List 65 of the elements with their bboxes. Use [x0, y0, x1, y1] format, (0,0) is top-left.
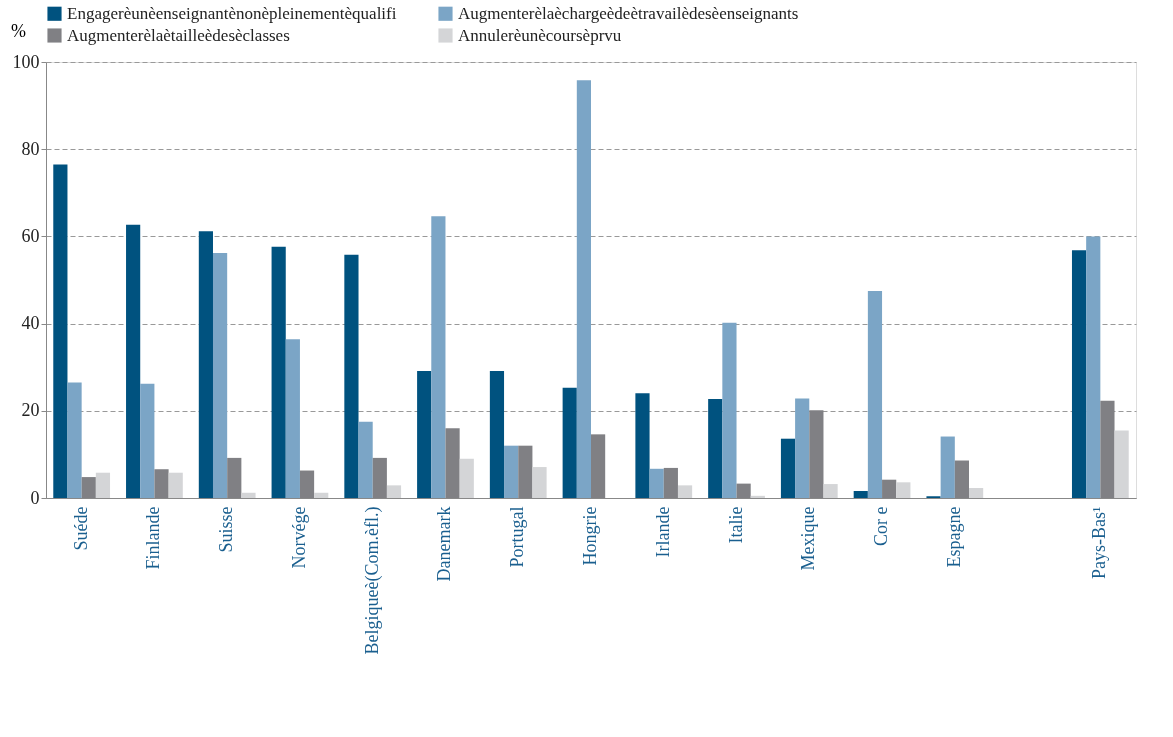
bar [198, 231, 213, 498]
bar [708, 399, 723, 498]
bar [780, 438, 796, 498]
x-tick-label: Pays-Bas¹ [1089, 506, 1110, 579]
bar [867, 290, 883, 498]
bar [750, 495, 765, 498]
bar [168, 472, 183, 498]
x-tick-label: Cor e [871, 506, 892, 546]
x-tick-label: Italie [725, 506, 746, 544]
x-tick-label: Irlande [652, 506, 673, 558]
bar [53, 164, 68, 498]
bar [823, 484, 838, 498]
bar [212, 252, 228, 498]
bar [532, 467, 547, 498]
bar [940, 436, 955, 498]
bar [649, 468, 664, 498]
legend-label: Augmenterèlaètailleèdesèclasses [67, 25, 290, 45]
bar [969, 487, 984, 498]
y-tick-label: 40 [21, 313, 40, 334]
x-tick-label: Portugal [507, 506, 528, 568]
bar [677, 485, 693, 498]
bar [489, 371, 505, 498]
y-tick-label: 100 [12, 51, 40, 72]
bar [417, 371, 432, 498]
bar [344, 254, 359, 498]
x-tick-label: Belgiqueè(Com.èfl.) [361, 506, 383, 655]
x-tick-label: Danemark [434, 506, 455, 582]
x-tick-label: Espagne [943, 506, 964, 568]
bar [126, 224, 141, 498]
bar [67, 382, 82, 498]
bar [1071, 250, 1087, 498]
x-tick-label: Hongrie [580, 506, 600, 566]
bar [314, 492, 329, 498]
bar [635, 393, 650, 498]
bar [504, 445, 519, 498]
y-tick-label: 20 [21, 400, 40, 421]
legend-label: Augmenterèlaèchargeèdeètravailèdesèenseignants [458, 3, 799, 23]
bar [285, 339, 300, 498]
bar [722, 322, 737, 498]
x-tick-label: Suéde [70, 506, 91, 551]
bar [562, 387, 577, 498]
bar [576, 80, 591, 498]
y-tick-label: 0 [30, 487, 40, 508]
y-tick-label: 60 [21, 225, 40, 246]
bar [1086, 236, 1101, 498]
x-tick-label: Finlande [143, 506, 164, 570]
bar [1114, 430, 1129, 498]
x-tick-label: Mexique [798, 506, 819, 571]
bar [241, 492, 256, 498]
bar [386, 485, 402, 498]
legend-label: Engagerèunèenseignantènonèpleinementèqualifi [67, 3, 397, 23]
bar [271, 246, 286, 498]
bar [853, 491, 868, 498]
bar [896, 482, 911, 498]
bar [95, 472, 111, 498]
y-axis-title: % [11, 20, 26, 41]
bar [795, 398, 810, 498]
legend-label: Annulerèunècoursèprvu [458, 25, 622, 45]
y-tick-label: 80 [21, 138, 40, 159]
bar [140, 383, 155, 498]
bar [459, 458, 474, 498]
bar [431, 216, 446, 498]
x-tick-label: Suisse [216, 506, 237, 553]
bar [358, 421, 373, 498]
x-tick-label: Norvége [288, 506, 309, 569]
